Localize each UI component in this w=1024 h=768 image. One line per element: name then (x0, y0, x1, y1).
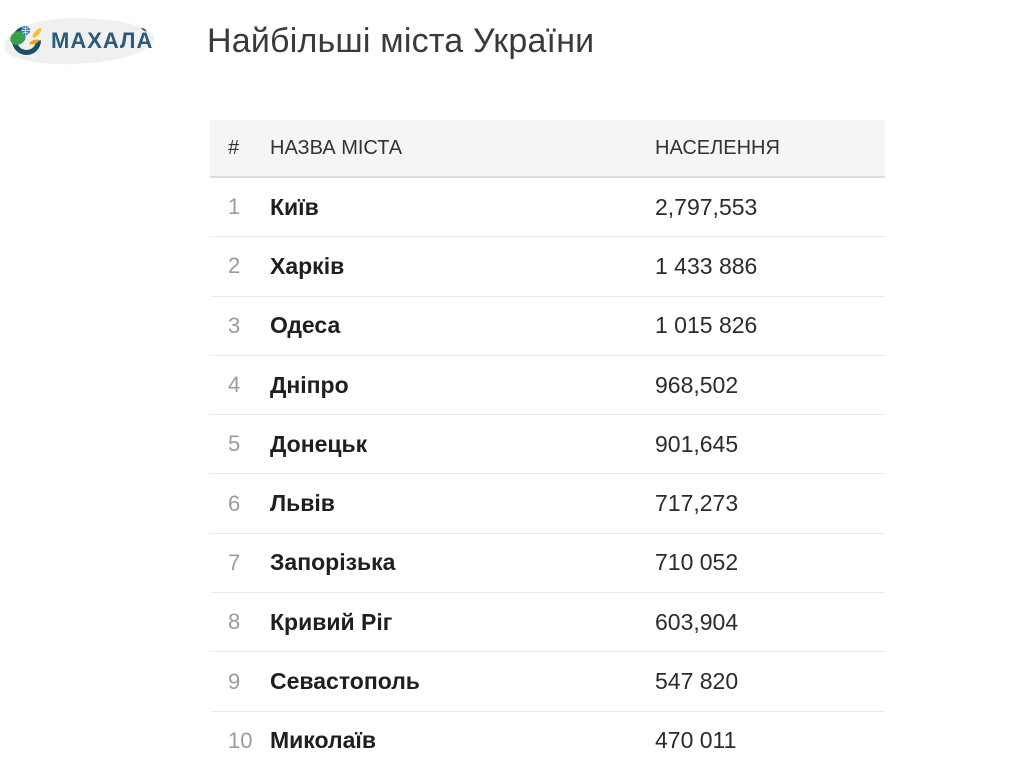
row-population: 2,797,553 (655, 193, 758, 220)
page-title: Найбільші міста України (207, 22, 595, 60)
column-header-rank: # (228, 136, 240, 159)
row-rank: 6 (228, 490, 241, 516)
table-row: 7 Запорізька 710 052 (210, 533, 885, 594)
row-population: 1 433 886 (655, 252, 758, 279)
row-rank: 2 (228, 253, 241, 279)
brand-logo[interactable]: МАХАЛÀ (3, 16, 167, 67)
row-city-name: Донецьк (270, 430, 368, 457)
row-city-name: Харків (270, 252, 345, 279)
row-city-name: Севастополь (270, 668, 420, 695)
row-rank: 9 (228, 668, 241, 694)
row-population: 547 820 (655, 668, 739, 695)
mahala-globe-icon (10, 25, 42, 56)
row-population: 717,273 (655, 490, 739, 517)
cities-table: # НАЗВА МІСТА НАСЕЛЕННЯ 1 Київ 2,797,553… (210, 120, 885, 768)
row-city-name: Одеса (270, 312, 341, 339)
table-row: 10 Миколаїв 470 011 (210, 711, 885, 768)
table-row: 9 Севастополь 547 820 (210, 652, 885, 712)
row-city-name: Кривий Ріг (270, 608, 393, 635)
column-header-city: НАЗВА МІСТА (270, 136, 403, 159)
row-city-name: Дніпро (270, 371, 349, 398)
row-rank: 10 (228, 727, 253, 753)
column-header-population: НАСЕЛЕННЯ (655, 136, 780, 159)
table-row: 3 Одеса 1 015 826 (210, 296, 885, 356)
table-row: 6 Львів 717,273 (210, 474, 885, 534)
table-row: 1 Київ 2,797,553 (210, 178, 885, 238)
table-row: 2 Харків 1 433 886 (210, 237, 885, 297)
row-population: 901,645 (655, 430, 739, 457)
row-population: 968,502 (655, 371, 739, 398)
row-rank: 7 (228, 549, 241, 575)
row-population: 603,904 (655, 608, 739, 635)
row-population: 470 011 (655, 727, 737, 754)
brand-name: МАХАЛÀ (51, 27, 154, 53)
table-row: 5 Донецьк 901,645 (210, 415, 885, 475)
table-row: 8 Кривий Ріг 603,904 (210, 593, 885, 653)
row-population: 1 015 826 (655, 312, 758, 339)
row-rank: 1 (228, 194, 241, 220)
row-city-name: Львів (270, 490, 335, 517)
row-city-name: Миколаїв (270, 727, 376, 754)
row-rank: 8 (228, 609, 241, 635)
table-header-row: # НАЗВА МІСТА НАСЕЛЕННЯ (210, 120, 885, 178)
row-city-name: Запорізька (270, 549, 396, 576)
table-row: 4 Дніпро 968,502 (210, 355, 885, 416)
row-rank: 4 (228, 372, 241, 398)
table-body: 1 Київ 2,797,553 2 Харків 1 433 886 3 Од… (210, 178, 885, 768)
row-population: 710 052 (655, 549, 739, 576)
row-rank: 5 (228, 431, 241, 457)
row-city-name: Київ (270, 193, 319, 220)
row-rank: 3 (228, 312, 241, 338)
